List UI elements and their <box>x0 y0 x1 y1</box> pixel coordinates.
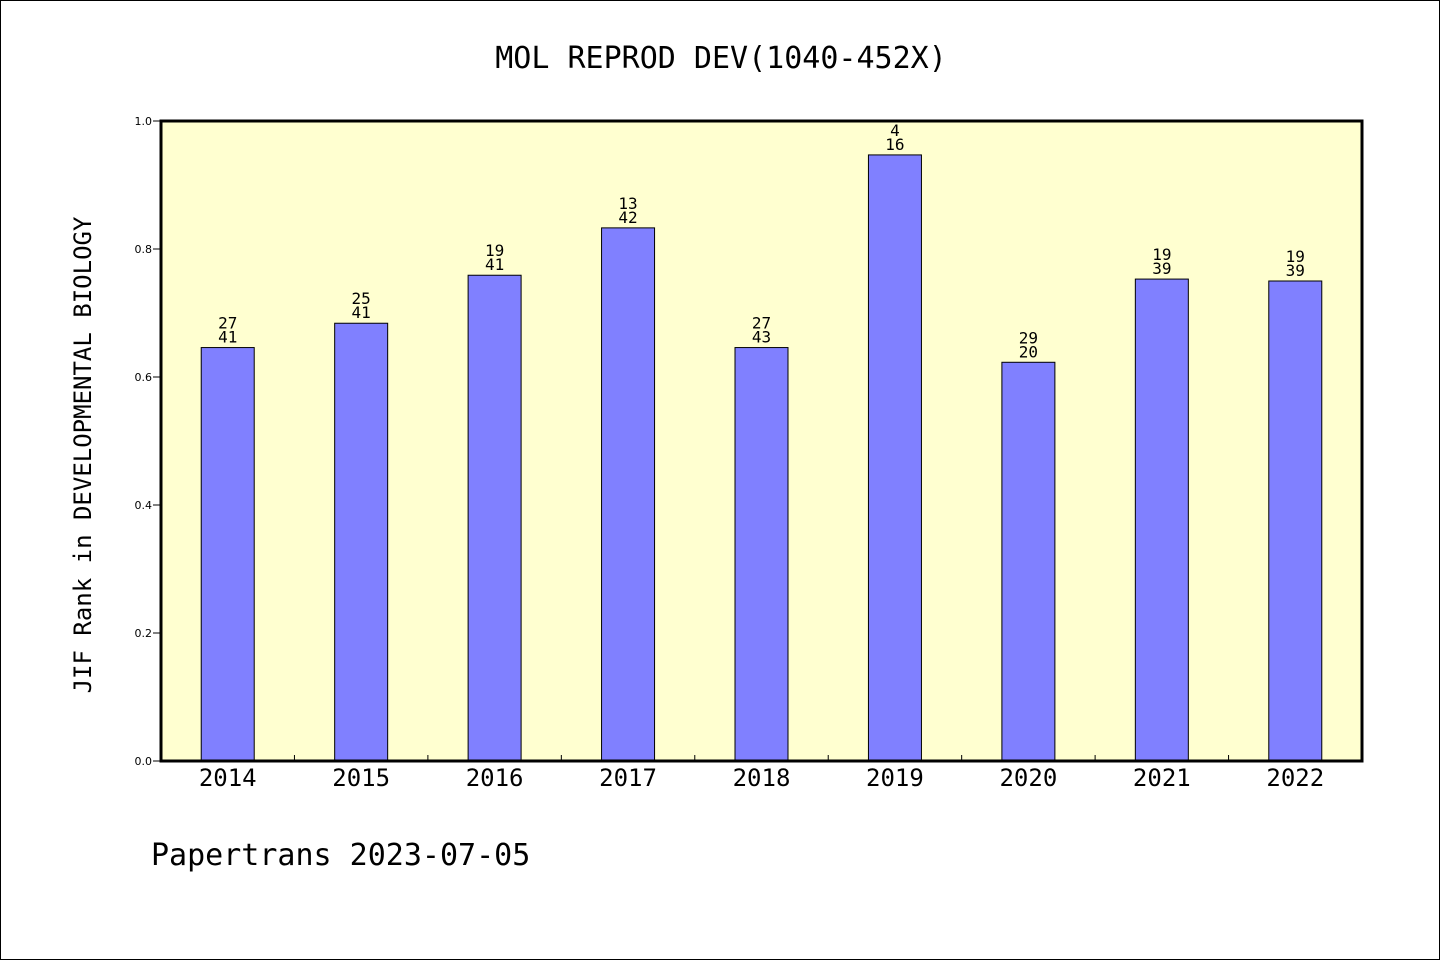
x-tick-label-2018: 2018 <box>733 764 791 792</box>
bar-label-bottom-2017: 42 <box>618 208 637 227</box>
y-tick-label: 0.2 <box>135 627 153 640</box>
bar-label-top-2015: 25 <box>352 289 371 308</box>
bar-2016 <box>467 274 522 762</box>
x-tick-label-2014: 2014 <box>199 764 257 792</box>
bar-label-bottom-2019: 16 <box>885 135 904 154</box>
x-tick-label-2016: 2016 <box>466 764 524 792</box>
bar-label-top-2017: 13 <box>618 194 637 213</box>
y-tick-label: 0.0 <box>135 755 153 768</box>
y-tick-label: 0.8 <box>135 243 153 256</box>
plot-border <box>159 119 1364 763</box>
bar-label-bottom-2022: 39 <box>1286 261 1305 280</box>
x-tick-label-2022: 2022 <box>1266 764 1324 792</box>
bar-label-bottom-2014: 41 <box>218 328 237 347</box>
bar-2018 <box>734 347 789 762</box>
y-tick-label: 0.4 <box>135 499 153 512</box>
bar-label-bottom-2015: 41 <box>352 303 371 322</box>
x-tick-label-2020: 2020 <box>999 764 1057 792</box>
y-axis-label: JIF Rank in DEVELOPMENTAL BIOLOGY <box>69 216 97 693</box>
y-ticks-layer: 0.0 0.2 0.4 0.6 0.8 1.0 <box>135 115 161 768</box>
x-tick-label-2021: 2021 <box>1133 764 1191 792</box>
bar-2014 <box>200 347 255 762</box>
bar-label-top-2016: 19 <box>485 241 504 260</box>
bars-layer <box>200 154 1323 762</box>
bar-label-top-2020: 29 <box>1019 328 1038 347</box>
y-tick-label: 0.6 <box>135 371 153 384</box>
bar-2020 <box>1001 361 1056 762</box>
bar-label-top-2019: 4 <box>890 121 900 140</box>
y-tick-label: 1.0 <box>135 115 153 128</box>
bar-label-top-2018: 27 <box>752 314 771 333</box>
bar-label-bottom-2018: 43 <box>752 328 771 347</box>
bar-label-top-2014: 27 <box>218 314 237 333</box>
bar-label-bottom-2021: 39 <box>1152 259 1171 278</box>
bar-2017 <box>601 227 656 762</box>
bar-2019 <box>867 154 922 762</box>
x-ticks-layer: 2014 2015 2016 2017 2018 2019 2020 2021 2022 <box>199 755 1324 792</box>
x-tick-label-2019: 2019 <box>866 764 924 792</box>
bar-label-bottom-2020: 20 <box>1019 342 1038 361</box>
x-tick-label-2015: 2015 <box>332 764 390 792</box>
bar-label-bottom-2016: 41 <box>485 255 504 274</box>
x-tick-label-2017: 2017 <box>599 764 657 792</box>
chart-title: MOL REPROD DEV(1040-452X) <box>495 41 947 76</box>
bar-2021 <box>1134 278 1189 762</box>
footer-credit: Papertrans 2023-07-05 <box>151 838 530 873</box>
bar-2015 <box>334 322 389 762</box>
bar-label-top-2021: 19 <box>1152 245 1171 264</box>
bar-2022 <box>1268 280 1323 762</box>
bar-label-top-2022: 19 <box>1286 247 1305 266</box>
